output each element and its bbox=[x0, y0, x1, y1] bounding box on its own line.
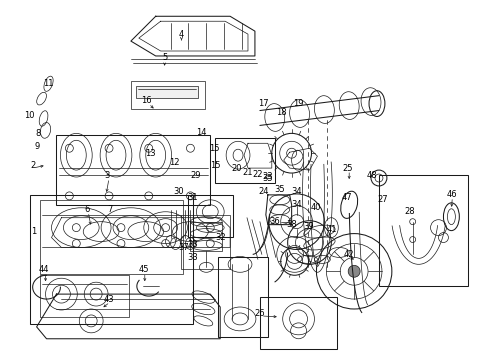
Text: 10: 10 bbox=[24, 111, 35, 120]
Text: 9: 9 bbox=[35, 142, 40, 151]
Text: 5: 5 bbox=[162, 53, 167, 62]
Text: 34: 34 bbox=[291, 200, 302, 209]
Text: 41: 41 bbox=[327, 225, 338, 234]
Text: 7: 7 bbox=[107, 205, 113, 214]
Bar bbox=[189, 195, 233, 237]
Text: 4: 4 bbox=[179, 30, 184, 39]
Text: 8: 8 bbox=[35, 129, 40, 138]
Text: 12: 12 bbox=[170, 158, 180, 167]
Text: 39: 39 bbox=[303, 222, 314, 231]
Text: 28: 28 bbox=[404, 207, 415, 216]
Text: 22: 22 bbox=[253, 170, 263, 179]
Text: 34: 34 bbox=[291, 188, 302, 197]
Text: 30: 30 bbox=[173, 188, 184, 197]
Text: 3: 3 bbox=[104, 171, 110, 180]
Text: 43: 43 bbox=[104, 294, 114, 303]
Text: 21: 21 bbox=[243, 167, 253, 176]
Circle shape bbox=[348, 265, 360, 277]
Bar bbox=[30, 195, 194, 324]
Text: 1: 1 bbox=[31, 227, 36, 236]
Text: 46: 46 bbox=[447, 190, 458, 199]
Bar bbox=[218, 257, 268, 337]
Bar bbox=[180, 215, 230, 269]
Text: 15: 15 bbox=[210, 161, 221, 170]
Text: 37: 37 bbox=[178, 243, 189, 252]
Bar bbox=[136, 86, 198, 98]
Text: 20: 20 bbox=[232, 163, 243, 172]
Text: 18: 18 bbox=[276, 108, 287, 117]
Text: 42: 42 bbox=[344, 250, 354, 259]
Text: 16: 16 bbox=[142, 96, 152, 105]
Text: 31: 31 bbox=[187, 193, 198, 202]
Text: 15: 15 bbox=[209, 144, 220, 153]
Text: 40: 40 bbox=[310, 203, 320, 212]
Text: 19: 19 bbox=[294, 99, 304, 108]
Text: 36: 36 bbox=[270, 217, 280, 226]
Text: 2: 2 bbox=[30, 161, 35, 170]
Bar bbox=[40, 200, 183, 274]
Text: 38: 38 bbox=[286, 220, 297, 229]
Text: 26: 26 bbox=[255, 310, 265, 319]
Text: 24: 24 bbox=[259, 188, 269, 197]
Text: 47: 47 bbox=[342, 193, 352, 202]
Text: 44: 44 bbox=[38, 265, 49, 274]
Text: 35: 35 bbox=[263, 174, 273, 183]
Bar bbox=[131, 81, 205, 109]
Text: 14: 14 bbox=[196, 128, 207, 137]
Bar bbox=[191, 222, 222, 251]
Text: 11: 11 bbox=[43, 79, 54, 88]
Text: 27: 27 bbox=[378, 195, 388, 204]
Bar bbox=[379, 175, 468, 286]
Text: 35: 35 bbox=[274, 185, 285, 194]
Text: 17: 17 bbox=[259, 99, 269, 108]
Text: 6: 6 bbox=[85, 205, 90, 214]
Text: 48: 48 bbox=[367, 171, 377, 180]
Text: 29: 29 bbox=[190, 171, 200, 180]
Text: 13: 13 bbox=[146, 149, 156, 158]
Bar bbox=[260, 297, 337, 349]
Text: 33: 33 bbox=[187, 240, 198, 249]
Text: 32: 32 bbox=[215, 233, 225, 242]
Bar bbox=[56, 135, 210, 205]
Text: 25: 25 bbox=[342, 163, 352, 172]
Text: 33: 33 bbox=[187, 253, 198, 262]
Text: 45: 45 bbox=[139, 265, 149, 274]
Text: 23: 23 bbox=[263, 171, 273, 180]
Bar bbox=[215, 138, 275, 183]
Bar bbox=[40, 275, 129, 317]
